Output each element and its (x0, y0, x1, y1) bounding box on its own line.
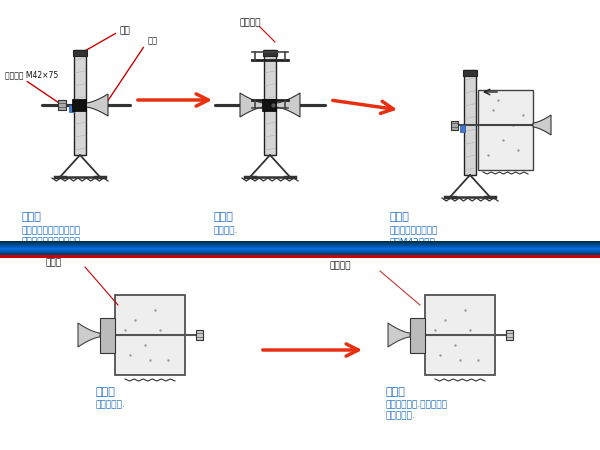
Text: 固在墙面上.: 固在墙面上. (385, 411, 415, 420)
Text: 第五步: 第五步 (385, 387, 405, 397)
Bar (0, 242, 600, 243)
Bar (410, 318, 425, 352)
Bar (0, 247, 600, 248)
Bar (0, 251, 600, 252)
Text: 高强螺栓: 高强螺栓 (240, 18, 262, 27)
Bar (0, 250, 600, 251)
Bar (463, 70, 477, 76)
Bar (0, 241, 600, 242)
Text: 螺像: 螺像 (148, 36, 158, 45)
Bar (0, 246, 600, 247)
Bar (115, 295, 185, 375)
Bar (451, 121, 458, 130)
Bar (425, 295, 495, 375)
Text: 受力螺栓: 受力螺栓 (330, 261, 352, 270)
Bar (263, 50, 277, 56)
Text: 浇筑完成后，卸下安: 浇筑完成后，卸下安 (390, 226, 439, 235)
Text: 附插座: 附插座 (45, 258, 61, 267)
Text: 组装完成.: 组装完成. (213, 226, 238, 235)
Bar (264, 50, 276, 155)
Bar (69, 105, 74, 112)
Bar (0, 245, 600, 246)
Bar (58, 100, 66, 110)
Bar (0, 244, 600, 245)
Polygon shape (276, 93, 300, 117)
Bar (0, 253, 600, 254)
Polygon shape (78, 323, 100, 347)
Bar (72, 99, 86, 111)
Text: 螺母M42，退模.: 螺母M42，退模. (390, 237, 439, 246)
Bar (196, 330, 203, 340)
Text: 第一步: 第一步 (22, 212, 42, 222)
Text: 第四步: 第四步 (95, 387, 115, 397)
Bar (100, 318, 115, 352)
Bar (0, 243, 600, 244)
Text: 挂座体就位.: 挂座体就位. (95, 400, 125, 409)
Polygon shape (388, 323, 410, 347)
Text: 模板: 模板 (120, 27, 131, 36)
Bar (73, 50, 87, 56)
Bar (505, 330, 512, 340)
Text: 液螺栓将其固定在模板上.: 液螺栓将其固定在模板上. (22, 237, 84, 246)
Bar (0, 252, 600, 253)
Text: 第二步: 第二步 (213, 212, 233, 222)
Text: 支撑螺栓 M42×75: 支撑螺栓 M42×75 (5, 71, 58, 80)
Bar (0, 249, 600, 250)
Polygon shape (86, 94, 108, 116)
Bar (0, 248, 600, 249)
Bar (0, 255, 600, 258)
Text: 第三步: 第三步 (390, 212, 410, 222)
Polygon shape (533, 115, 551, 135)
Polygon shape (240, 93, 264, 117)
Bar (0, 254, 600, 255)
Bar (464, 70, 476, 175)
Text: 按图组装埋件总成，用按: 按图组装埋件总成，用按 (22, 226, 81, 235)
Bar (460, 125, 465, 132)
Text: 拧紧受力螺栓.将挂座体紧: 拧紧受力螺栓.将挂座体紧 (385, 400, 447, 409)
Bar (74, 50, 86, 155)
Bar (262, 99, 276, 111)
Bar (478, 90, 533, 170)
